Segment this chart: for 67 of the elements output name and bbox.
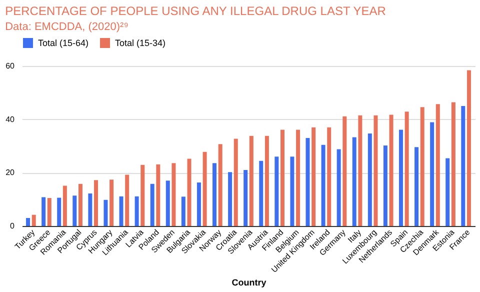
bar	[274, 156, 279, 226]
bar	[280, 130, 284, 226]
y-tick-label: 40	[6, 114, 16, 124]
bar	[420, 107, 424, 226]
legend-label: Total (15-34)	[115, 38, 166, 48]
bar	[383, 145, 388, 226]
y-tick-label: 60	[6, 62, 16, 70]
bar	[196, 182, 201, 226]
bar	[72, 196, 77, 226]
bar	[389, 114, 394, 226]
bar	[32, 214, 36, 226]
bar	[358, 115, 362, 226]
bar	[398, 130, 403, 226]
bar	[202, 152, 207, 226]
bar	[244, 170, 248, 226]
bar	[234, 138, 238, 226]
x-axis-title: Country	[232, 277, 266, 288]
bar	[150, 184, 154, 226]
bar	[249, 136, 254, 226]
bar	[104, 200, 108, 226]
bar	[119, 196, 124, 226]
bar	[306, 138, 310, 226]
bar	[430, 122, 434, 226]
bar	[312, 127, 316, 226]
chart-subtitle: Data: EMCDDA, (2020)²⁹	[5, 21, 128, 33]
bar	[374, 115, 378, 226]
bar	[26, 218, 30, 226]
bar	[156, 164, 160, 226]
bar	[259, 160, 264, 226]
bar	[264, 136, 269, 226]
bar	[404, 112, 409, 226]
bar	[172, 163, 176, 226]
bar	[212, 163, 217, 226]
bar	[218, 144, 222, 226]
bar	[62, 186, 67, 226]
y-tick-label: 20	[6, 168, 16, 178]
bar	[352, 137, 356, 226]
bar	[47, 198, 52, 226]
bar	[327, 127, 332, 226]
bar	[290, 156, 294, 226]
bar	[187, 158, 192, 226]
bar	[110, 180, 114, 226]
bar	[321, 144, 326, 226]
bar	[134, 196, 139, 226]
bar	[88, 193, 92, 226]
bar	[368, 133, 372, 226]
bar	[342, 116, 347, 226]
bar	[336, 149, 341, 226]
bar	[436, 104, 440, 226]
bar	[181, 196, 186, 226]
bar	[57, 198, 62, 226]
bar	[78, 184, 82, 226]
y-tick-label: 0	[10, 222, 16, 230]
bar	[166, 180, 170, 226]
bar	[125, 174, 130, 226]
bar	[414, 147, 419, 226]
bar	[140, 164, 145, 226]
bar	[42, 197, 46, 226]
chart-title: PERCENTAGE OF PEOPLE USING ANY ILLEGAL DRUG LAST YEAR	[5, 4, 386, 18]
bar	[461, 106, 466, 226]
bar	[466, 70, 471, 226]
bar	[446, 158, 450, 226]
bar	[451, 102, 456, 226]
bar	[296, 130, 300, 226]
legend-label: Total (15-64)	[38, 38, 89, 48]
bar	[94, 180, 98, 226]
bar	[228, 172, 232, 226]
